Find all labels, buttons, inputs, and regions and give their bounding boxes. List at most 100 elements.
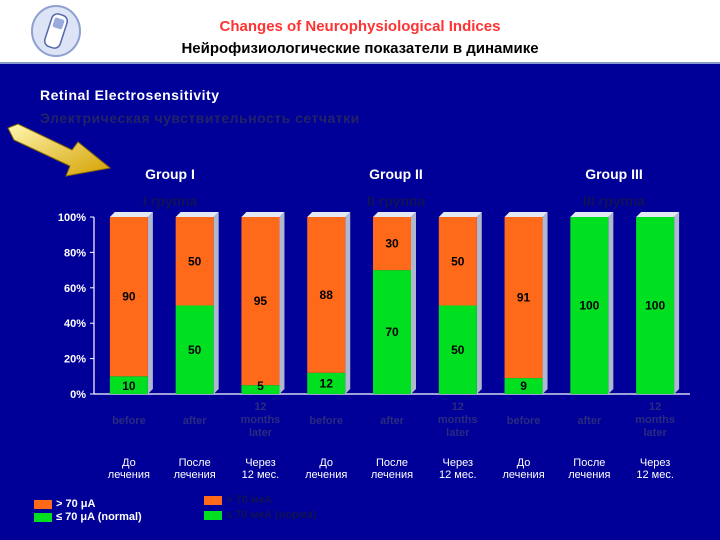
- bar-top: [636, 212, 680, 217]
- x-tick-label-en: months: [635, 414, 675, 426]
- x-tick-label-ru: После: [573, 457, 605, 469]
- y-tick-label: 80%: [64, 247, 86, 259]
- legend-normal-ru-label: ≤ 70 мкА (норма): [226, 509, 317, 521]
- x-tick-label-ru: До: [319, 457, 333, 469]
- x-tick-label-ru: После: [179, 457, 211, 469]
- x-tick-label-ru: лечения: [174, 469, 216, 481]
- data-label-over: 30: [385, 237, 399, 251]
- x-tick-label-en: months: [438, 414, 478, 426]
- data-label-over: 95: [254, 294, 268, 308]
- bar-side: [674, 212, 680, 394]
- x-tick-label-en: before: [507, 415, 541, 427]
- x-tick-label-en: later: [643, 427, 667, 439]
- bar-over: [373, 217, 411, 271]
- legend-normal-en-label: ≤ 70 μA (normal): [56, 511, 142, 523]
- section-title-en: Retinal Electrosensitivity: [40, 87, 220, 103]
- group-2-label: Group II: [369, 166, 423, 182]
- x-tick-label-en: later: [446, 427, 470, 439]
- x-tick-label-ru: лечения: [108, 469, 150, 481]
- bar-top: [504, 212, 548, 217]
- x-tick-label-en: 12: [254, 401, 266, 413]
- legend-over-en-label: > 70 μA: [56, 498, 96, 510]
- bar-side: [608, 212, 614, 394]
- header-divider: [0, 62, 720, 64]
- y-tick-label: 0%: [70, 389, 86, 401]
- data-label-normal: 9: [520, 379, 527, 393]
- data-label-over: 91: [517, 291, 531, 305]
- legend-normal-en: ≤ 70 μA (normal): [34, 511, 142, 523]
- group-3-label-ru: III группа: [582, 193, 646, 209]
- bar-side: [279, 212, 285, 394]
- bar-side: [147, 212, 153, 394]
- legend-swatch-normal: [34, 512, 52, 522]
- x-tick-label-en: months: [241, 414, 281, 426]
- header-title-en: Changes of Neurophysiological Indices: [219, 18, 501, 35]
- bar-top: [570, 212, 614, 217]
- x-tick-label-ru: 12 мес.: [242, 469, 280, 481]
- legend-normal-ru: ≤ 70 мкА (норма): [204, 509, 316, 521]
- data-label-over: 88: [320, 288, 334, 302]
- bar-top: [373, 212, 416, 217]
- legend-over-ru: > 70 мкА: [204, 494, 272, 506]
- x-tick-label-ru: 12 мес.: [439, 469, 477, 481]
- bar-normal: [504, 378, 543, 394]
- x-tick-label-en: after: [577, 415, 602, 427]
- bar-over: [175, 217, 214, 306]
- data-label-over: 50: [451, 254, 465, 268]
- x-tick-label-ru: лечения: [305, 469, 347, 481]
- bar-normal: [636, 217, 675, 394]
- data-label-normal: 100: [579, 299, 599, 313]
- bar-side: [345, 212, 351, 394]
- bar-side: [476, 212, 482, 394]
- legend-swatch-over: [34, 499, 52, 509]
- group-1-label-ru: I группа: [142, 193, 198, 209]
- y-tick-label: 40%: [64, 318, 86, 330]
- bar-top: [438, 212, 482, 217]
- arrow-icon: [7, 123, 112, 177]
- bar-normal: [109, 376, 148, 394]
- x-tick-label-en: later: [249, 427, 273, 439]
- bar-normal: [373, 270, 411, 394]
- legend-swatch-over-ru: [204, 495, 222, 505]
- data-label-normal: 50: [451, 343, 465, 357]
- bar-side: [411, 212, 416, 394]
- x-tick-label-ru: лечения: [502, 469, 544, 481]
- x-tick-label-ru: Через: [640, 457, 671, 469]
- bar-top: [307, 212, 351, 217]
- x-tick-label-ru: До: [122, 457, 136, 469]
- bar-top: [241, 212, 285, 217]
- data-label-normal: 100: [645, 299, 665, 313]
- data-label-normal: 50: [188, 343, 202, 357]
- data-label-normal: 10: [122, 379, 136, 393]
- y-tick-label: 100%: [58, 212, 86, 224]
- x-tick-label-ru: лечения: [371, 469, 413, 481]
- bar-over: [241, 217, 280, 386]
- data-label-normal: 12: [320, 376, 334, 390]
- bar-normal: [241, 385, 280, 394]
- bar-over: [307, 217, 346, 373]
- x-tick-label-ru: Через: [245, 457, 276, 469]
- group-2-label-ru: II группа: [366, 193, 426, 209]
- x-tick-label-ru: После: [376, 457, 408, 469]
- x-tick-label-ru: До: [517, 457, 531, 469]
- bar-normal: [438, 305, 477, 394]
- bar-normal: [175, 305, 214, 394]
- logo-icon: [31, 5, 81, 57]
- x-tick-label-ru: лечения: [568, 469, 610, 481]
- header-title-ru: Нейрофизиологические показатели в динами…: [181, 40, 539, 57]
- data-label-over: 90: [122, 290, 136, 304]
- bar-top: [109, 212, 153, 217]
- x-tick-label-ru: 12 мес.: [636, 469, 674, 481]
- bar-over: [438, 217, 477, 306]
- bar-top: [175, 212, 219, 217]
- bar-normal: [307, 372, 346, 394]
- bar-normal: [570, 217, 609, 394]
- x-tick-label-en: before: [112, 415, 146, 427]
- bar-over: [504, 217, 543, 379]
- bar-side: [213, 212, 219, 394]
- section-title-ru: Электрическая чувствительность сетчатки: [40, 110, 360, 126]
- x-tick-label-en: after: [183, 415, 208, 427]
- x-tick-label-ru: Через: [443, 457, 474, 469]
- legend-over-ru-label: > 70 мкА: [226, 494, 273, 506]
